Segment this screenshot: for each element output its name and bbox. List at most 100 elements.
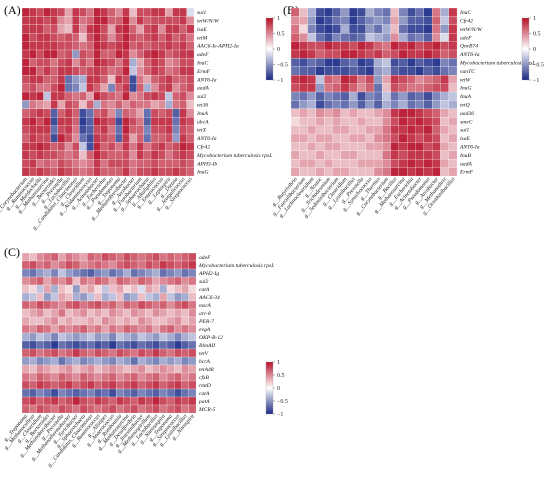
heatmap-cell [407,125,416,135]
heatmap-cell [290,24,300,34]
heatmap-cell [365,150,375,160]
heatmap-cell [43,348,52,358]
heatmap-cell [43,284,52,294]
heatmap-cell [299,133,308,143]
heatmap-cell [43,159,51,168]
heatmap-cell [136,125,145,135]
heatmap-cell [137,372,146,382]
heatmap-cell [431,150,441,160]
heatmap-cell [86,83,94,93]
heatmap-cell [79,388,88,398]
heatmap-cell [382,83,391,93]
heatmap-cell [158,100,166,109]
heatmap-cell [186,24,195,34]
heatmap-cell [158,133,166,143]
heatmap-cell [72,260,81,270]
heatmap-cell [72,66,80,76]
heatmap-cell [122,91,130,101]
heatmap-cell [382,91,391,101]
heatmap-cell [93,49,102,59]
heatmap-cell [159,404,168,414]
row-label: ANT6-Ia [459,52,480,58]
heatmap-cell [123,292,131,302]
heatmap-cell [108,364,117,374]
legend-tick-label: −1 [277,78,283,84]
heatmap-cell [137,396,146,406]
heatmap-cell [79,396,88,406]
heatmap-cell [179,108,188,118]
heatmap-cell [50,364,59,374]
heatmap-cell [423,75,433,84]
heatmap-cell [115,75,123,84]
heatmap-cell [58,292,66,302]
heatmap-cell [101,340,110,350]
heatmap-cell [50,117,59,126]
heatmap-cell [58,340,66,350]
heatmap-cell [440,58,449,67]
heatmap-cell [290,91,300,101]
heatmap-cell [116,380,124,390]
heatmap-cell [166,332,175,342]
heatmap-cell [373,117,383,126]
heatmap-cell [357,133,366,143]
heatmap-cell [65,380,73,390]
heatmap-cell [307,83,317,93]
heatmap-cell [307,167,317,177]
heatmap-cell [86,58,94,67]
heatmap-cell [382,33,391,42]
heatmap-cell [36,91,44,101]
row-label: vanTC [460,69,475,75]
heatmap-cell [21,33,30,42]
heatmap-cell [79,324,88,334]
heatmap-cell [43,356,52,366]
heatmap-cell [398,159,408,168]
heatmap-cell [165,16,173,25]
heatmap-cell [415,24,424,34]
heatmap-cell [58,260,66,270]
heatmap-cell [307,66,317,76]
heatmap-cell [348,142,358,151]
heatmap-cell [159,396,168,406]
heatmap-cell [150,16,159,25]
heatmap-cell [179,167,188,177]
heatmap-cell [123,300,131,310]
heatmap-cell [165,33,173,42]
heatmap-cell [116,316,124,326]
heatmap-cell [43,100,51,109]
row-label: tetX [197,128,207,134]
heatmap-cell [43,300,52,310]
heatmap-cell [158,117,166,126]
heatmap-cell [407,33,416,42]
heatmap-cell [357,58,366,67]
heatmap-cell [50,7,59,17]
heatmap-cell [79,404,88,414]
heatmap-cell [357,33,366,42]
heatmap-cell [57,83,66,93]
heatmap-cell [172,83,180,93]
heatmap-cell [43,372,52,382]
row-label: arr-8 [199,311,211,317]
heatmap-cell [448,33,458,42]
heatmap-cell [122,16,130,25]
color-bar [521,17,530,81]
heatmap-cell [431,159,441,168]
heatmap-cell [407,133,416,143]
heatmap-cell [290,66,300,76]
heatmap-cell [348,125,358,135]
heatmap-cell [116,348,124,358]
heatmap-cell [158,33,166,42]
heatmap-cell [21,7,30,17]
heatmap-cell [72,75,80,84]
heatmap-cell [137,404,146,414]
heatmap-cell [64,7,73,17]
heatmap-cell [100,133,109,143]
heatmap-cell [324,125,333,135]
heatmap-cell [299,100,308,109]
heatmap-cell [43,316,52,326]
row-label: lsaE [460,136,471,142]
heatmap-cell [423,159,433,168]
heatmap-cell [100,117,109,126]
heatmap-cell [72,100,80,109]
heatmap-cell [181,324,189,334]
heatmap-cell [64,108,73,118]
